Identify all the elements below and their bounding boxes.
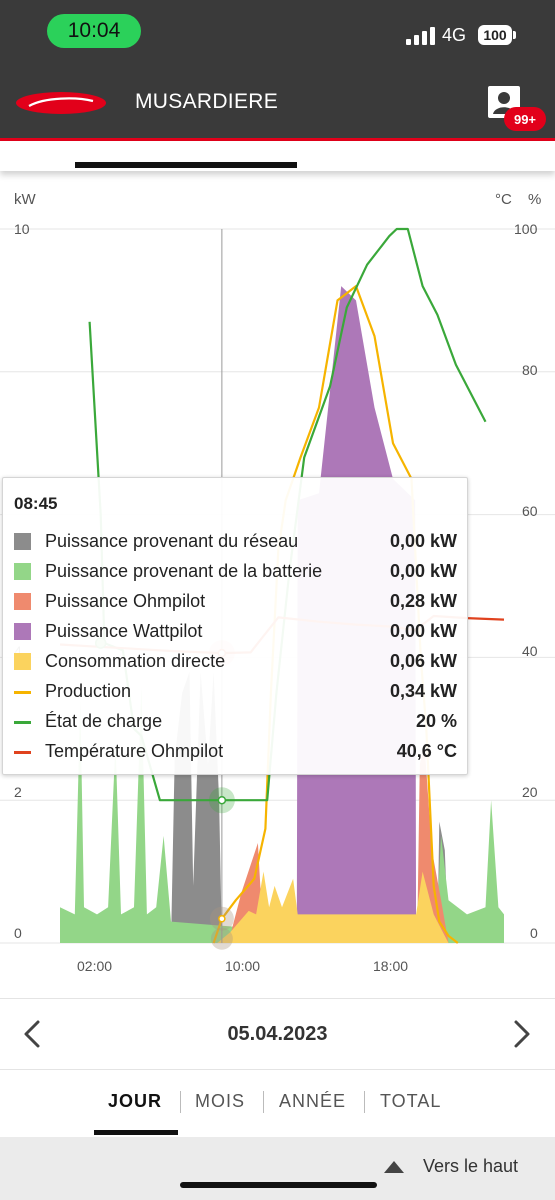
tooltip-row-value: 40,6 °C <box>396 741 457 761</box>
tab-year[interactable]: ANNÉE <box>279 1091 347 1111</box>
tab-divider <box>263 1091 264 1113</box>
tab-day[interactable]: JOUR <box>108 1091 163 1111</box>
x-tick-label: 18:00 <box>373 958 409 974</box>
tooltip-row-value: 0,06 kW <box>389 651 457 671</box>
tooltip-row: État de charge 20 % <box>3 706 467 736</box>
right-tick-label: 80 <box>522 362 538 378</box>
date-navigation: 05.04.2023 <box>0 998 555 1070</box>
battery-icon: 100 <box>478 25 512 45</box>
active-tab-indicator <box>75 162 297 168</box>
chevron-left-icon[interactable] <box>18 1019 46 1049</box>
tooltip-row-value: 0,00 kW <box>389 561 457 581</box>
status-bar: 10:04 4G 100 <box>0 0 555 68</box>
right-axis-unit-temperature: °C <box>495 191 512 208</box>
right-axis-unit-percent: % <box>528 191 542 208</box>
x-tick-label: 10:00 <box>225 958 261 974</box>
right-tick-label: 100 <box>514 221 538 237</box>
marker-state-of-charge-dot <box>217 795 227 805</box>
tooltip-time: 08:45 <box>14 494 58 513</box>
tooltip-row-value: 20 % <box>415 711 457 731</box>
cellular-signal-icon <box>406 27 436 45</box>
tooltip-row: Consommation directe 0,06 kW <box>3 646 467 676</box>
chevron-right-icon[interactable] <box>508 1019 536 1049</box>
area-series-consommation-directe <box>217 871 449 943</box>
marker-production-dot <box>218 914 226 923</box>
line-series-production <box>212 285 459 944</box>
footer-bar: Vers le haut <box>0 1137 555 1200</box>
tooltip-row-value: 0,00 kW <box>389 621 457 641</box>
legend-line-icon <box>14 691 31 694</box>
tooltip-row-label: Puissance provenant du réseau <box>45 531 299 551</box>
tooltip-row-label: Température Ohmpilot <box>45 741 224 761</box>
legend-swatch-icon <box>14 623 31 640</box>
left-tick-label: 10 <box>14 221 30 237</box>
tooltip-row: Puissance Ohmpilot 0,28 kW <box>3 586 467 616</box>
legend-line-icon <box>14 721 31 724</box>
area-series-puissance-provenant-du-r-seau <box>171 671 449 943</box>
network-type: 4G <box>442 25 467 45</box>
left-tick-label: 2 <box>14 784 22 800</box>
tooltip-row-value: 0,34 kW <box>389 681 457 701</box>
tooltip-row: Température Ohmpilot 40,6 °C <box>3 736 467 766</box>
tooltip-row-label: Puissance Ohmpilot <box>45 591 206 611</box>
tab-divider <box>364 1091 365 1113</box>
tab-total[interactable]: TOTAL <box>380 1091 442 1111</box>
legend-swatch-icon <box>14 563 31 580</box>
left-axis-unit: kW <box>14 191 36 208</box>
tooltip-row-label: Puissance Wattpilot <box>45 621 203 641</box>
site-name[interactable]: MUSARDIERE <box>135 90 279 113</box>
tooltip-row: Puissance provenant de la batterie 0,00 k… <box>3 556 467 586</box>
x-tick-label: 02:00 <box>77 958 113 974</box>
period-tabs: JOUR MOIS ANNÉE TOTAL <box>0 1069 555 1137</box>
legend-swatch-icon <box>14 653 31 670</box>
marker-direct-consumption <box>210 927 233 950</box>
legend-swatch-icon <box>14 533 31 550</box>
right-tick-label: 20 <box>522 784 538 800</box>
tooltip-row-value: 0,00 kW <box>389 531 457 551</box>
tooltip-row-value: 0,28 kW <box>389 591 457 611</box>
energy-chart[interactable]: kW °C % 10 4 2 0 100 80 60 40 20 0 02:00… <box>0 172 555 997</box>
status-time: 10:04 <box>47 14 141 48</box>
triangle-up-icon[interactable] <box>384 1161 404 1173</box>
tooltip-row-label: Puissance provenant de la batterie <box>45 561 323 581</box>
right-tick-label: 60 <box>522 503 538 519</box>
legend-line-icon <box>14 751 31 754</box>
tooltip-row-label: Consommation directe <box>45 651 226 671</box>
tooltip-row: Puissance Wattpilot 0,00 kW <box>3 616 467 646</box>
active-period-indicator <box>94 1130 178 1135</box>
right-tick-label: 40 <box>522 643 538 659</box>
battery-tip <box>513 31 516 39</box>
tab-divider <box>180 1091 181 1113</box>
area-series-puissance-provenant-de-la-batterie <box>60 686 504 943</box>
chart-tooltip: 08:45 Puissance provenant du réseau 0,00 … <box>2 477 468 775</box>
tooltip-row-label: État de charge <box>45 711 163 731</box>
app-bar: MUSARDIERE 99+ <box>0 68 555 141</box>
left-tick-label: 0 <box>14 925 22 941</box>
back-to-top-button[interactable]: Vers le haut <box>423 1156 519 1176</box>
legend-swatch-icon <box>14 593 31 610</box>
selected-date[interactable]: 05.04.2023 <box>227 1023 328 1045</box>
tooltip-row-label: Production <box>45 681 132 701</box>
view-tab-strip <box>0 141 555 171</box>
tab-month[interactable]: MOIS <box>195 1091 246 1111</box>
home-indicator <box>180 1182 377 1188</box>
tooltip-row: Production 0,34 kW <box>3 676 467 706</box>
notification-badge[interactable]: 99+ <box>504 107 546 131</box>
fronius-logo-icon[interactable] <box>15 91 107 115</box>
tooltip-row: Puissance provenant du réseau 0,00 kW <box>3 526 467 556</box>
right-tick-label: 0 <box>530 925 538 941</box>
